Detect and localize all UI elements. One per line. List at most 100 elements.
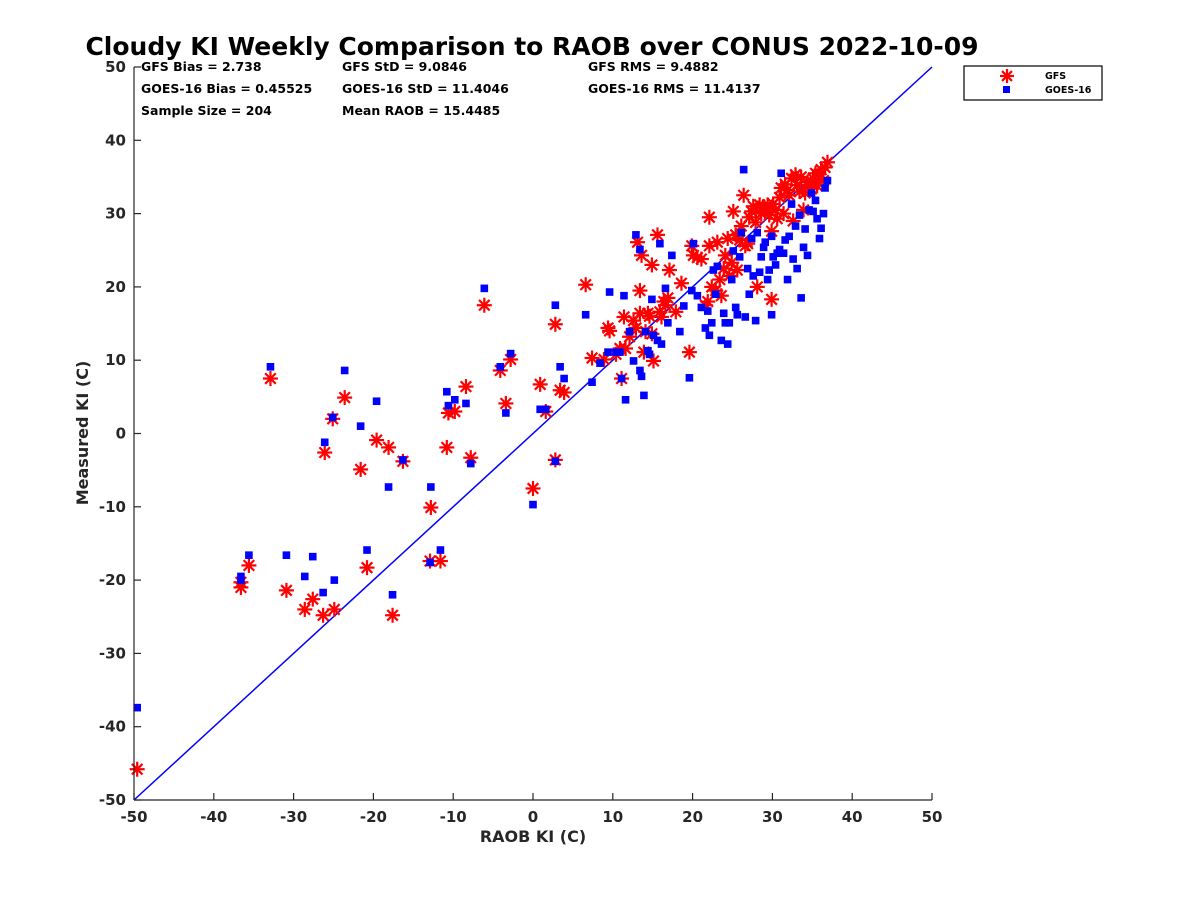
gfs-point (556, 384, 572, 400)
goes16-point (529, 500, 537, 509)
goes16-point (777, 169, 785, 178)
goes16-point (775, 245, 784, 254)
goes16-point (771, 261, 780, 269)
goes16-point (664, 319, 672, 327)
goes16-point (384, 483, 393, 491)
goes16-point (496, 362, 505, 371)
goes16-point (330, 576, 339, 584)
goes16-point (620, 291, 628, 300)
legend-gfs-marker (1000, 69, 1014, 83)
goes16-point (799, 243, 808, 252)
goes16-point (749, 272, 758, 280)
goes16-point (637, 372, 646, 381)
goes16-point (617, 374, 626, 383)
gfs-point (673, 275, 689, 291)
goes16-point (661, 284, 670, 293)
gfs-point (764, 291, 780, 307)
y-tick-label: 50 (105, 58, 126, 76)
goes16-point (436, 546, 445, 554)
goes16-point (711, 290, 720, 299)
y-tick-label: 10 (105, 351, 126, 369)
legend-box (963, 65, 1103, 101)
gfs-point (458, 379, 474, 395)
gfs-point (498, 395, 514, 411)
goes16-point (427, 483, 435, 491)
gfs-point (353, 461, 369, 477)
goes16-point (648, 295, 656, 304)
gfs-point (547, 316, 563, 332)
goes16-point (747, 234, 756, 243)
goes16-point (767, 232, 776, 241)
stat-gfs-bias: GFS Bias = 2.738 (141, 59, 262, 74)
goes16-point (536, 405, 544, 414)
goes16-point (703, 307, 712, 315)
y-tick-label: 30 (105, 205, 126, 223)
goes16-point (705, 331, 714, 340)
gfs-point (661, 262, 677, 278)
goes16-point (721, 319, 730, 327)
goes16-point (757, 253, 766, 261)
stat-mean-raob: Mean RAOB = 15.4485 (342, 103, 500, 118)
goes16-point (725, 319, 734, 327)
legend-goes16-marker (1003, 86, 1010, 93)
goes16-point (680, 302, 688, 310)
goes16-point (739, 165, 748, 174)
goes16-point (779, 249, 788, 257)
goes16-point (701, 324, 710, 332)
x-tick-label: 0 (528, 808, 538, 826)
chart-title: Cloudy KI Weekly Comparison to RAOB over… (85, 32, 978, 61)
y-tick-label: -40 (99, 718, 126, 736)
goes16-point (300, 572, 309, 581)
gfs-point (525, 480, 541, 496)
gfs-point (476, 297, 492, 313)
goes16-point (797, 294, 805, 302)
x-axis-label: RAOB KI (C) (480, 827, 586, 846)
gfs-point (129, 761, 145, 777)
goes16-point (551, 457, 560, 466)
goes16-point (133, 703, 141, 712)
y-tick-label: -10 (99, 498, 126, 516)
gfs-point (369, 432, 385, 448)
x-tick-label: 30 (762, 808, 783, 826)
goes16-point (821, 184, 829, 192)
y-tick-label: 20 (105, 278, 126, 296)
goes16-point (815, 234, 824, 243)
goes16-point (560, 374, 568, 383)
goes16-point (737, 228, 746, 237)
goes16-point (541, 405, 550, 414)
goes16-point (645, 350, 654, 359)
x-tick-label: 20 (682, 808, 703, 826)
goes16-point (769, 253, 777, 261)
y-tick-label: -30 (99, 644, 126, 662)
stat-goes-rms: GOES-16 RMS = 11.4137 (588, 81, 761, 96)
goes16-point (668, 251, 676, 260)
goes16-point (308, 552, 317, 561)
goes16-series (133, 165, 832, 712)
goes16-point (604, 348, 612, 356)
goes16-point (819, 209, 828, 218)
goes16-point (444, 401, 453, 410)
goes16-point (761, 238, 770, 246)
goes16-point (751, 316, 760, 325)
goes16-point (791, 222, 800, 230)
x-tick-label: -30 (280, 808, 307, 826)
goes16-point (813, 214, 821, 223)
goes16-point (789, 255, 797, 263)
x-tick-label: 50 (922, 808, 943, 826)
goes16-point (502, 409, 510, 417)
goes16-point (717, 336, 726, 345)
y-axis-label: Measured KI (C) (73, 361, 92, 506)
goes16-point (588, 378, 596, 386)
gfs-point (748, 214, 764, 230)
gfs-point (532, 376, 548, 392)
goes16-point (556, 362, 564, 371)
goes16-point (625, 327, 634, 336)
goes16-point (755, 268, 764, 277)
gfs-point (432, 553, 448, 569)
goes16-point (462, 399, 470, 408)
goes16-point (636, 366, 644, 375)
goes16-point (805, 206, 813, 214)
gfs-point (439, 439, 455, 455)
goes16-point (731, 303, 740, 312)
